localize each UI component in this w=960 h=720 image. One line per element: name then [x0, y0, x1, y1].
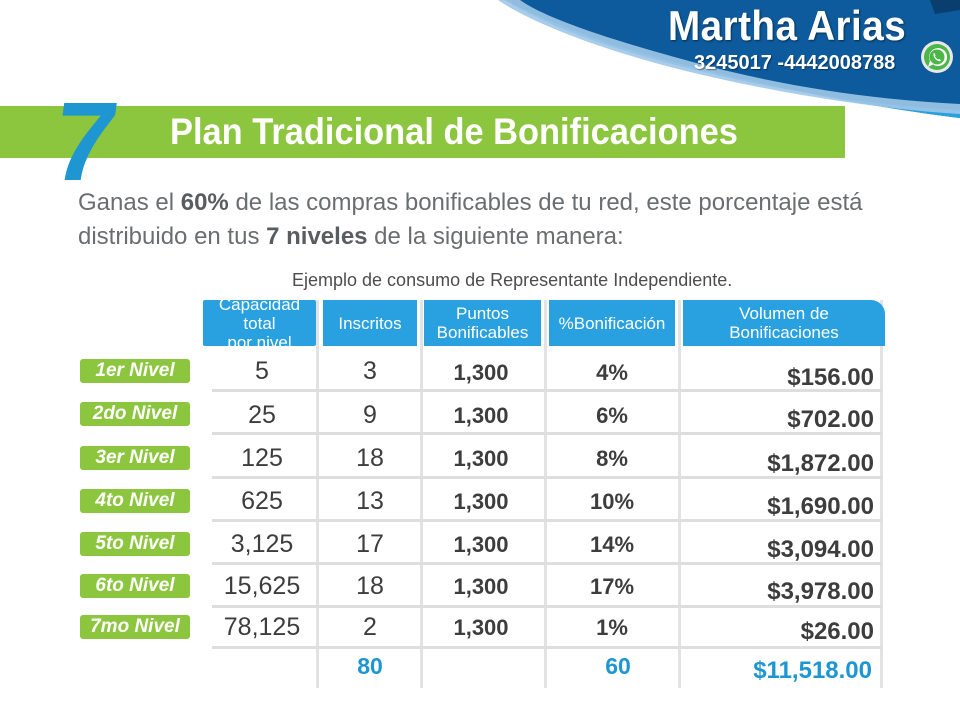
column-divider: [880, 300, 883, 688]
capacity-cell: 78,125: [223, 613, 301, 641]
points-cell: 1,300: [453, 574, 509, 599]
capacity-cell: 5: [255, 357, 269, 385]
enrolled-cell: 18: [356, 444, 384, 472]
enrolled-cell: 9: [363, 401, 377, 429]
header-points: Puntos Bonificables: [424, 300, 541, 346]
level-badge: 4to Nivel: [80, 489, 190, 513]
volume-cell: $3,094.00: [767, 536, 874, 563]
volume-cell: $3,978.00: [767, 578, 874, 605]
enrolled-cell: 3: [363, 357, 377, 385]
capacity-cell: 15,625: [223, 572, 301, 600]
row-separator: [212, 519, 882, 522]
percent-cell: 17%: [589, 574, 635, 599]
enrolled-cell: 13: [356, 487, 384, 515]
header-capacity: Capacidad total por nivel: [203, 295, 316, 352]
percent-cell: 8%: [596, 446, 628, 471]
plan-number: 7: [45, 79, 126, 204]
desc-percent: 60%: [180, 189, 229, 216]
total-enrolled: 80: [357, 653, 383, 679]
plan-description: Ganas el 60% de las compras bonificables…: [78, 186, 948, 254]
row-separator: [212, 389, 882, 392]
level-badge: 1er Nivel: [80, 359, 190, 383]
capacity-cell: 25: [248, 401, 276, 429]
points-cell: 1,300: [453, 532, 509, 557]
column-divider: [420, 300, 423, 688]
enrolled-cell: 17: [356, 530, 384, 558]
level-badge: 2do Nivel: [80, 402, 190, 426]
row-separator: [212, 605, 882, 608]
row-separator: [212, 476, 882, 479]
header-volume: Volumen de Bonificaciones: [683, 300, 885, 346]
desc-part1: Ganas el: [78, 189, 181, 216]
points-cell: 1,300: [453, 489, 509, 514]
level-badge: 5to Nivel: [80, 532, 190, 556]
desc-part2: de las compras bonificables de tu red, e…: [228, 189, 863, 216]
column-divider: [316, 300, 319, 688]
table-caption: Ejemplo de consumo de Representante Inde…: [292, 270, 733, 290]
level-badge: 3er Nivel: [80, 446, 190, 470]
volume-cell: $1,690.00: [767, 493, 874, 520]
points-cell: 1,300: [453, 446, 509, 471]
percent-cell: 4%: [596, 360, 628, 385]
percent-cell: 14%: [589, 532, 635, 557]
desc-levels: 7 niveles: [266, 223, 368, 250]
header-percent: %Bonificación: [549, 300, 675, 346]
column-divider: [678, 300, 681, 688]
total-volume: $11,518.00: [753, 657, 872, 684]
row-separator: [212, 562, 882, 565]
desc-part4: de la siguiente manera:: [367, 223, 624, 250]
header-enrolled: Inscritos: [323, 300, 417, 346]
total-percent: 60: [605, 653, 631, 679]
level-badge: 7mo Nivel: [80, 615, 190, 639]
title-band: [0, 106, 845, 158]
row-separator: [212, 432, 882, 435]
percent-cell: 6%: [596, 403, 628, 428]
brand-name: Martha Arias: [668, 2, 907, 49]
enrolled-cell: 2: [363, 613, 377, 641]
brand-phone: 3245017 -4442008788: [694, 52, 896, 74]
column-divider: [544, 300, 547, 688]
volume-cell: $1,872.00: [767, 450, 874, 477]
percent-cell: 10%: [589, 489, 635, 514]
header-swoosh: [498, 0, 960, 118]
capacity-cell: 3,125: [230, 530, 294, 558]
whatsapp-icon: [921, 41, 953, 73]
enrolled-cell: 18: [356, 572, 384, 600]
points-cell: 1,300: [453, 403, 509, 428]
points-cell: 1,300: [453, 615, 509, 640]
capacity-cell: 625: [241, 487, 283, 515]
volume-cell: $702.00: [787, 406, 874, 433]
level-badge: 6to Nivel: [80, 574, 190, 598]
row-separator: [212, 646, 882, 649]
volume-cell: $26.00: [800, 618, 874, 645]
percent-cell: 1%: [596, 615, 628, 640]
desc-part3: distribuido en tus: [78, 223, 267, 250]
points-cell: 1,300: [453, 360, 509, 385]
page-title: Plan Tradicional de Bonificaciones: [170, 111, 738, 152]
capacity-cell: 125: [241, 444, 283, 472]
volume-cell: $156.00: [787, 364, 874, 391]
